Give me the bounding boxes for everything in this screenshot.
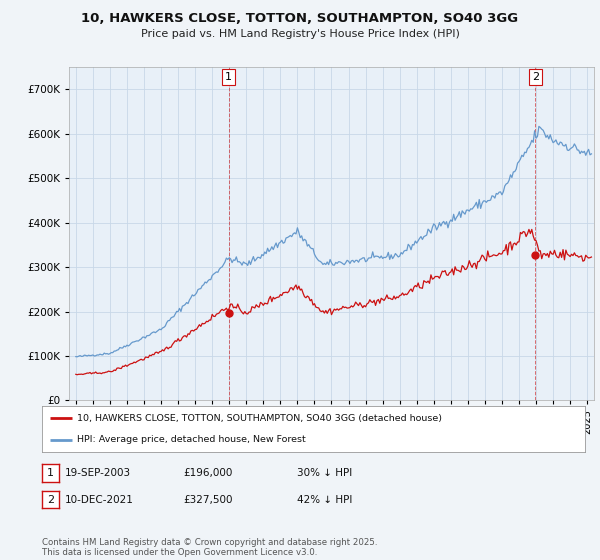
Text: 19-SEP-2003: 19-SEP-2003 — [65, 468, 131, 478]
Text: 2: 2 — [47, 494, 54, 505]
Text: 1: 1 — [47, 468, 54, 478]
Text: 10-DEC-2021: 10-DEC-2021 — [65, 494, 134, 505]
Text: 10, HAWKERS CLOSE, TOTTON, SOUTHAMPTON, SO40 3GG (detached house): 10, HAWKERS CLOSE, TOTTON, SOUTHAMPTON, … — [77, 414, 442, 423]
Text: Price paid vs. HM Land Registry's House Price Index (HPI): Price paid vs. HM Land Registry's House … — [140, 29, 460, 39]
Text: 2: 2 — [532, 72, 539, 82]
Text: 30% ↓ HPI: 30% ↓ HPI — [297, 468, 352, 478]
Text: HPI: Average price, detached house, New Forest: HPI: Average price, detached house, New … — [77, 435, 306, 444]
Text: 1: 1 — [225, 72, 232, 82]
Text: £196,000: £196,000 — [183, 468, 232, 478]
Text: £327,500: £327,500 — [183, 494, 233, 505]
Text: Contains HM Land Registry data © Crown copyright and database right 2025.
This d: Contains HM Land Registry data © Crown c… — [42, 538, 377, 557]
Text: 42% ↓ HPI: 42% ↓ HPI — [297, 494, 352, 505]
Text: 10, HAWKERS CLOSE, TOTTON, SOUTHAMPTON, SO40 3GG: 10, HAWKERS CLOSE, TOTTON, SOUTHAMPTON, … — [82, 12, 518, 25]
